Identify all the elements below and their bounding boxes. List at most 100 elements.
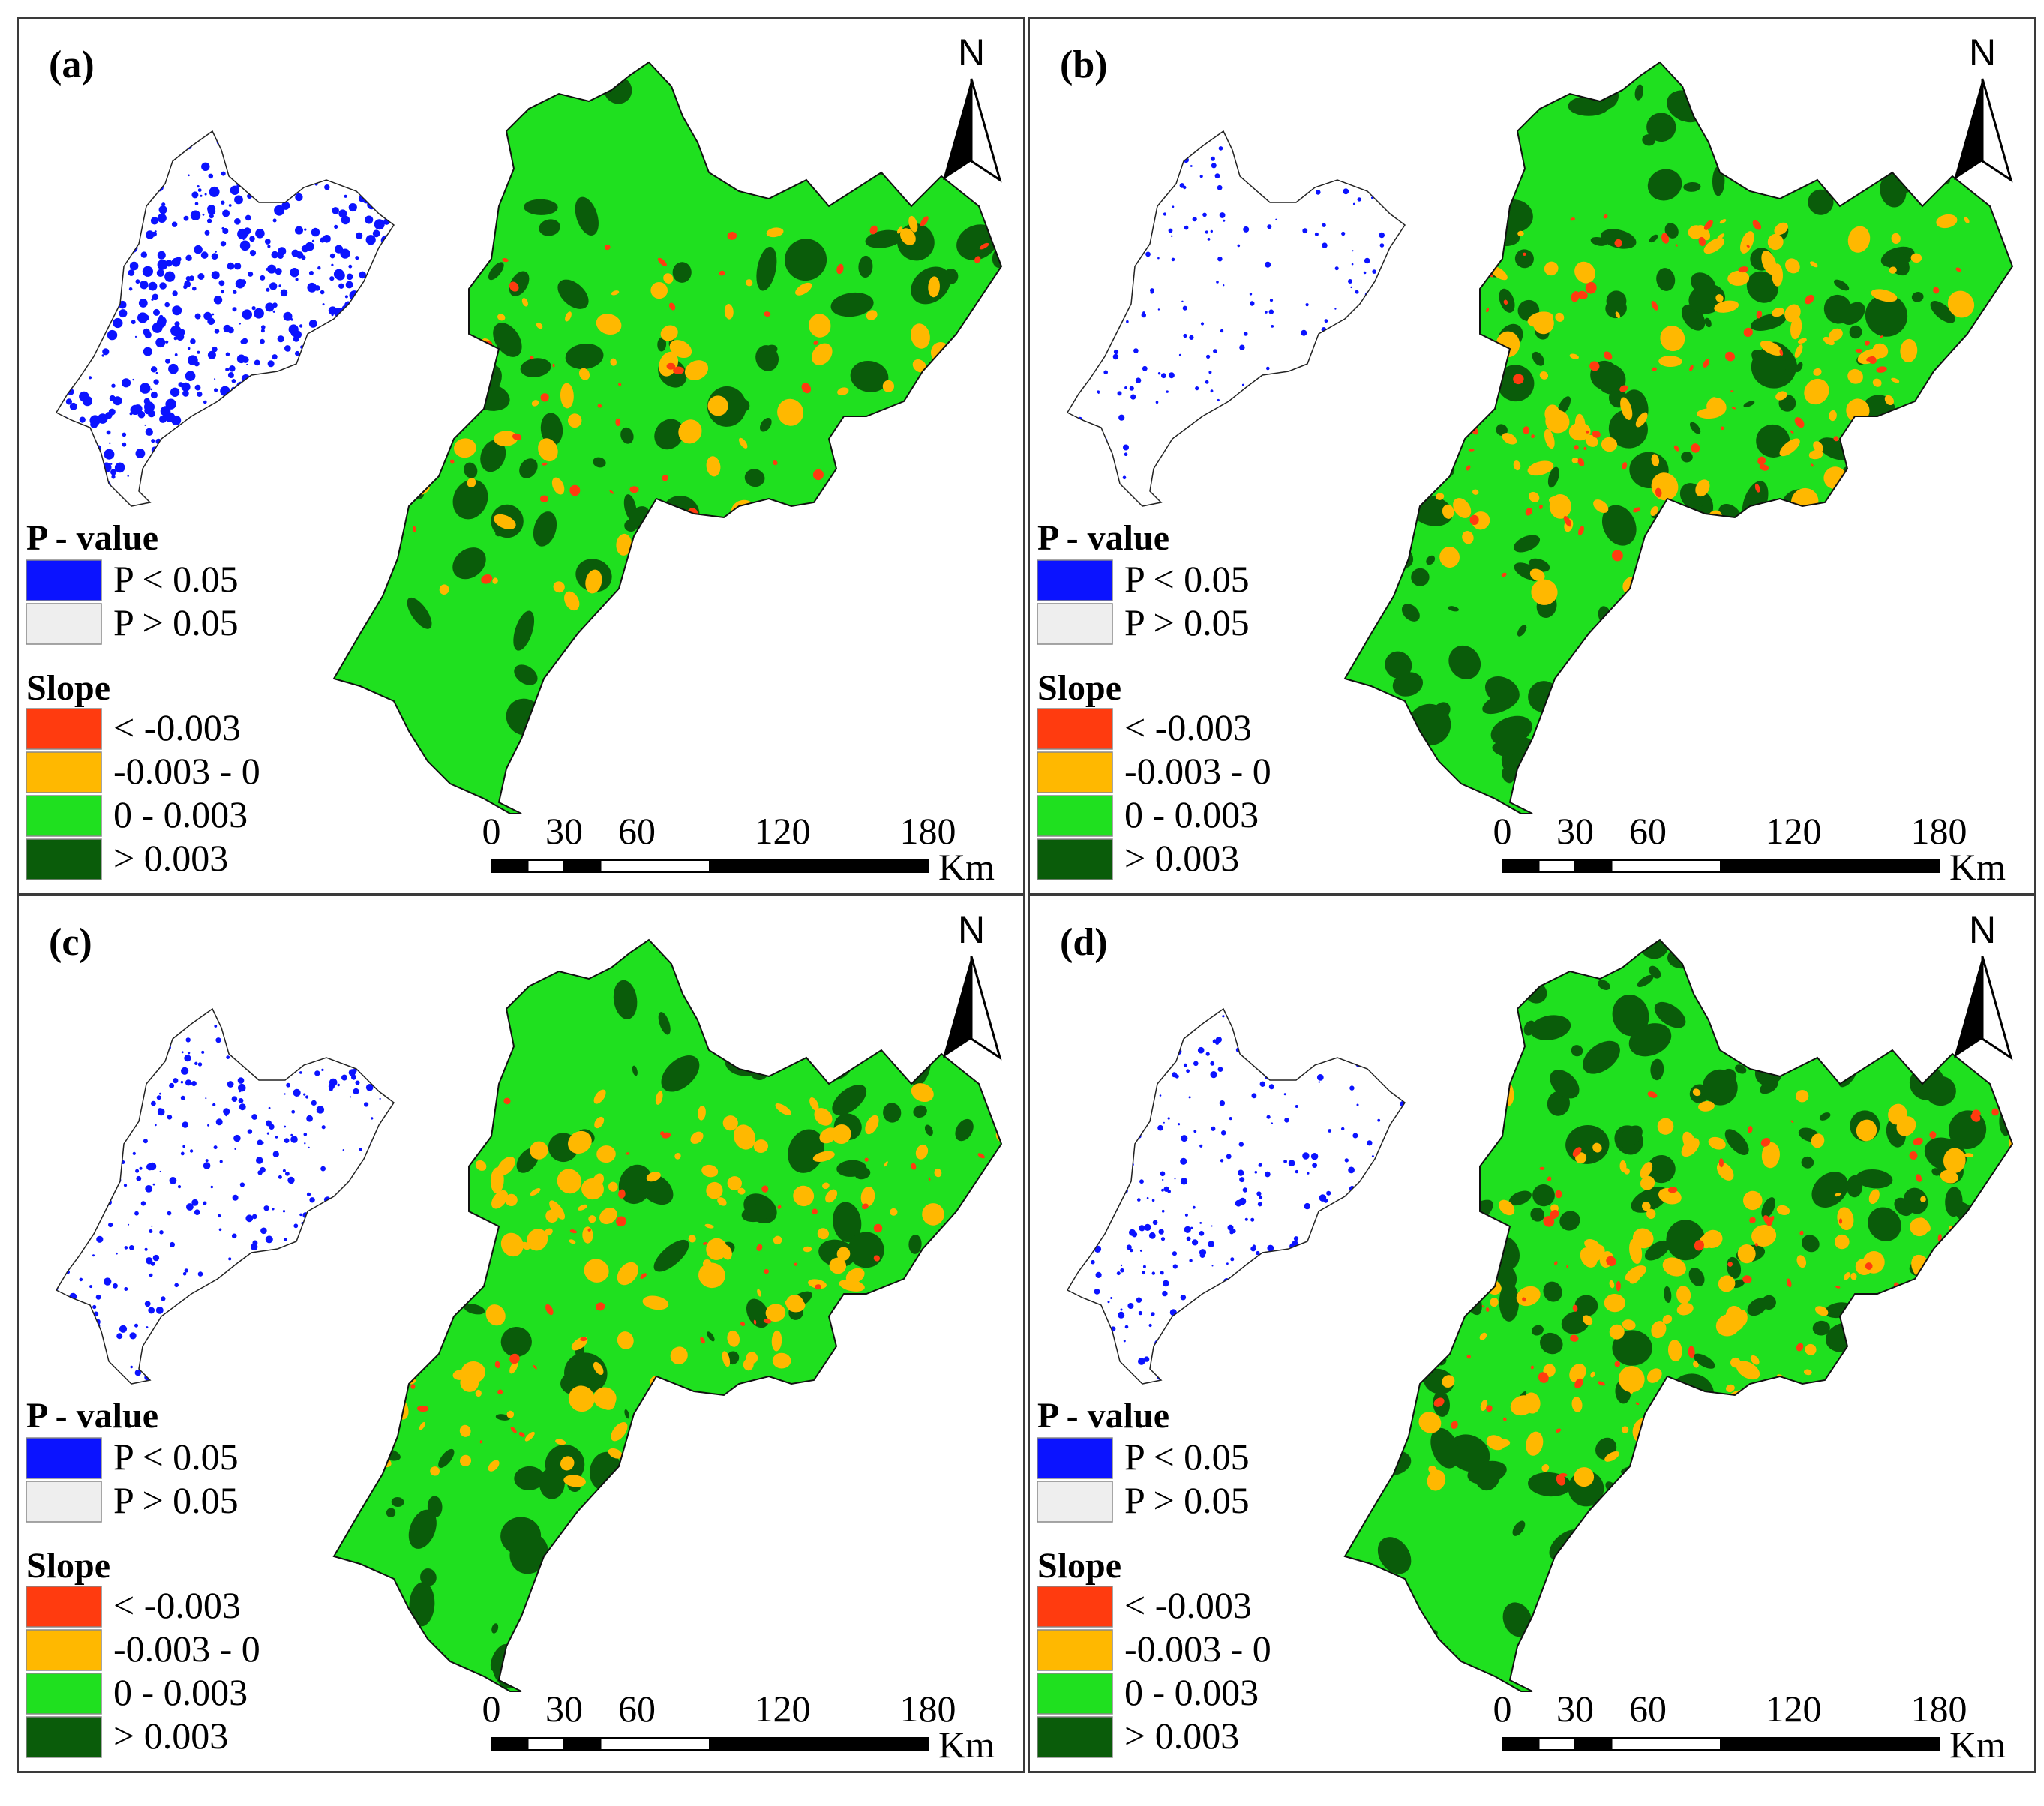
slope-legend-label: > 0.003 bbox=[1124, 1714, 1239, 1756]
slope-map-region bbox=[1345, 940, 2012, 1691]
panel-label: (b) bbox=[1060, 44, 1108, 86]
pvalue-region bbox=[1067, 131, 1405, 506]
slope-legend-label: -0.003 - 0 bbox=[1124, 1628, 1271, 1670]
scale-bar-tick: 0 bbox=[1493, 1688, 1512, 1730]
north-arrow-right bbox=[1981, 956, 2013, 1060]
slope-map bbox=[332, 61, 1003, 814]
scale-bar-segment bbox=[563, 860, 602, 873]
scale-bar-tick: 180 bbox=[900, 1688, 956, 1730]
slope-legend-label: < -0.003 bbox=[113, 1584, 241, 1626]
slope-swatch bbox=[1037, 1716, 1113, 1758]
scale-bar-unit: Km bbox=[1949, 1724, 2006, 1766]
slope-legend-label: < -0.003 bbox=[1124, 706, 1252, 748]
north-arrow-right bbox=[970, 78, 1002, 183]
scale-bar-segment bbox=[1720, 1737, 1940, 1750]
slope-legend-label: > 0.003 bbox=[1124, 837, 1239, 879]
slope-map-boundary bbox=[1343, 61, 2014, 814]
scale-bar-segment bbox=[1538, 1737, 1576, 1750]
scale-bar-segment bbox=[599, 860, 710, 873]
scale-bar-tick: 60 bbox=[1629, 1688, 1667, 1730]
pvalue-inset-map bbox=[1066, 1007, 1406, 1384]
scale-bar-segment bbox=[1502, 1737, 1540, 1750]
pvalue-legend-label: P < 0.05 bbox=[113, 558, 239, 600]
scale-bar-tick: 120 bbox=[1766, 1688, 1822, 1730]
slope-swatch bbox=[26, 1629, 102, 1671]
scale-bar-segment bbox=[491, 860, 529, 873]
slope-legend-label: < -0.003 bbox=[113, 706, 241, 748]
scale-bar-tick: 120 bbox=[755, 810, 811, 852]
scale-bar-segment bbox=[599, 1737, 710, 1750]
pvalue-legend-label: P > 0.05 bbox=[113, 1479, 239, 1521]
scale-bar-unit: Km bbox=[1949, 846, 2006, 888]
slope-swatch bbox=[26, 838, 102, 880]
slope-legend-label: < -0.003 bbox=[1124, 1584, 1252, 1626]
scale-bar-tick: 60 bbox=[618, 810, 656, 852]
scale-bar-tick: 30 bbox=[1556, 1688, 1594, 1730]
scale-bar-tick: 180 bbox=[1911, 810, 1967, 852]
slope-swatch bbox=[26, 708, 102, 750]
slope-swatch bbox=[26, 752, 102, 794]
slope-legend-title: Slope bbox=[26, 668, 110, 708]
slope-swatch bbox=[26, 1672, 102, 1714]
slope-swatch bbox=[1037, 1672, 1113, 1714]
slope-legend-label: 0 - 0.003 bbox=[1124, 1671, 1259, 1713]
pvalue-boundary bbox=[1066, 130, 1406, 507]
north-arrow: N bbox=[943, 32, 1002, 183]
scale-bar-segment bbox=[1538, 860, 1576, 873]
north-arrow-left bbox=[1954, 956, 1982, 1058]
scale-bar-unit: Km bbox=[938, 1724, 995, 1766]
scale-bar-tick: 30 bbox=[1556, 810, 1594, 852]
pvalue-legend-label: P > 0.05 bbox=[113, 602, 239, 644]
scale-bar-tick: 180 bbox=[1911, 1688, 1967, 1730]
scale-bar-tick: 30 bbox=[545, 1688, 583, 1730]
slope-map-boundary bbox=[1343, 938, 2014, 1692]
scale-bar-segment bbox=[709, 860, 929, 873]
north-arrow-right bbox=[1981, 78, 2013, 183]
pvalue-legend-title: P - value bbox=[26, 1396, 158, 1436]
north-arrow: N bbox=[943, 909, 1002, 1060]
slope-legend-label: -0.003 - 0 bbox=[1124, 750, 1271, 792]
north-arrow: N bbox=[1954, 909, 2013, 1060]
slope-map-region bbox=[1345, 62, 2012, 814]
pvalue-swatch bbox=[26, 1480, 102, 1522]
pvalue-region bbox=[1067, 1009, 1405, 1384]
slope-legend-title: Slope bbox=[26, 1546, 110, 1586]
pvalue-legend-label: P < 0.05 bbox=[1124, 558, 1250, 600]
slope-swatch bbox=[1037, 838, 1113, 880]
slope-swatch bbox=[26, 795, 102, 837]
slope-swatch bbox=[1037, 708, 1113, 750]
north-label: N bbox=[958, 32, 985, 74]
scale-bar-tick: 60 bbox=[618, 1688, 656, 1730]
panel-label: (a) bbox=[49, 44, 95, 86]
scale-bar-segment bbox=[527, 860, 565, 873]
north-label: N bbox=[1969, 32, 1996, 74]
scale-bar-unit: Km bbox=[938, 846, 995, 888]
pvalue-swatch bbox=[1037, 603, 1113, 645]
pvalue-swatch bbox=[1037, 1437, 1113, 1479]
pvalue-swatch bbox=[26, 1437, 102, 1479]
scale-bar-segment bbox=[1720, 860, 1940, 873]
pvalue-legend-title: P - value bbox=[1037, 518, 1169, 558]
scale-bar-tick: 0 bbox=[1493, 810, 1512, 852]
pvalue-swatch bbox=[1037, 560, 1113, 602]
scale-bar-segment bbox=[1574, 1737, 1613, 1750]
scale-bar-tick: 0 bbox=[482, 1688, 501, 1730]
scale-bar-tick: 30 bbox=[545, 810, 583, 852]
slope-legend-label: 0 - 0.003 bbox=[113, 794, 248, 836]
slope-map-boundary bbox=[332, 61, 1003, 814]
scale-bar-segment bbox=[527, 1737, 565, 1750]
scale-bar-segment bbox=[1502, 860, 1540, 873]
scale-bar-tick: 0 bbox=[482, 810, 501, 852]
north-label: N bbox=[958, 909, 985, 951]
map-panel-b: (b) N P - value P < 0.05 P > 0.05 Slope < -0.0… bbox=[1028, 16, 2036, 896]
